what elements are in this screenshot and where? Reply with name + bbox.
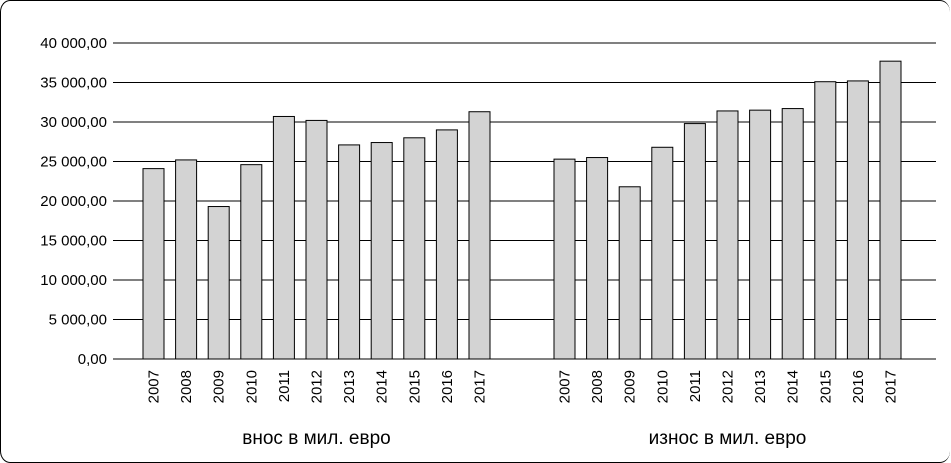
x-tick-label: 2017: [472, 370, 489, 403]
bar: [651, 146, 674, 360]
bar: [370, 142, 393, 360]
x-tick-label: 2007: [146, 370, 163, 403]
x-tick-label: 2015: [817, 370, 834, 403]
y-tick-label: 30 000,00: [40, 114, 107, 131]
x-tick-label: 2007: [557, 370, 574, 403]
bar: [781, 108, 804, 360]
y-tick-label: 20 000,00: [40, 193, 107, 210]
x-tick-label: 2011: [687, 370, 704, 402]
x-tick-label: 2014: [374, 370, 391, 403]
y-tick-label: 15 000,00: [40, 233, 107, 250]
x-tick-label: 2013: [752, 370, 769, 403]
x-tick-label: 2016: [850, 370, 867, 403]
x-tick-label: 2009: [211, 370, 228, 403]
bar: [683, 123, 706, 360]
bar: [207, 206, 230, 360]
bar: [814, 81, 837, 360]
y-tick-label: 25 000,00: [40, 154, 107, 171]
x-tick-label: 2012: [720, 370, 737, 403]
x-tick-label: 2013: [341, 370, 358, 403]
bar: [403, 137, 426, 360]
bar: [338, 144, 361, 360]
group-label: внос в мил. евро: [242, 428, 390, 449]
bar: [468, 111, 491, 360]
bar: [142, 168, 165, 360]
x-tick-label: 2015: [406, 370, 423, 403]
x-tick-label: 2008: [589, 370, 606, 403]
bar: [716, 110, 739, 360]
x-tick-label: 2011: [276, 370, 293, 402]
bar: [879, 60, 902, 360]
x-tick-label: 2010: [654, 370, 671, 403]
x-tick-label: 2017: [883, 370, 900, 403]
x-tick-label: 2014: [785, 370, 802, 403]
x-tick-label: 2008: [178, 370, 195, 403]
bar: [175, 159, 198, 360]
y-tick-label: 5 000,00: [49, 312, 107, 329]
bar: [272, 115, 295, 360]
bar: [553, 158, 576, 360]
group-label: износ в мил. евро: [649, 428, 807, 449]
bar: [749, 109, 772, 360]
y-tick-label: 35 000,00: [40, 75, 107, 92]
bar: [846, 80, 869, 360]
x-tick-label: 2012: [309, 370, 326, 403]
x-tick-label: 2010: [243, 370, 260, 403]
bar: [305, 119, 328, 360]
y-tick-label: 40 000,00: [40, 35, 107, 52]
bar: [240, 164, 263, 360]
y-tick-label: 10 000,00: [40, 272, 107, 289]
x-tick-label: 2016: [439, 370, 456, 403]
y-tick-label: 0,00: [78, 351, 107, 368]
bar: [435, 129, 458, 360]
x-tick-label: 2009: [622, 370, 639, 403]
bar: [618, 186, 641, 360]
bar: [586, 157, 609, 360]
